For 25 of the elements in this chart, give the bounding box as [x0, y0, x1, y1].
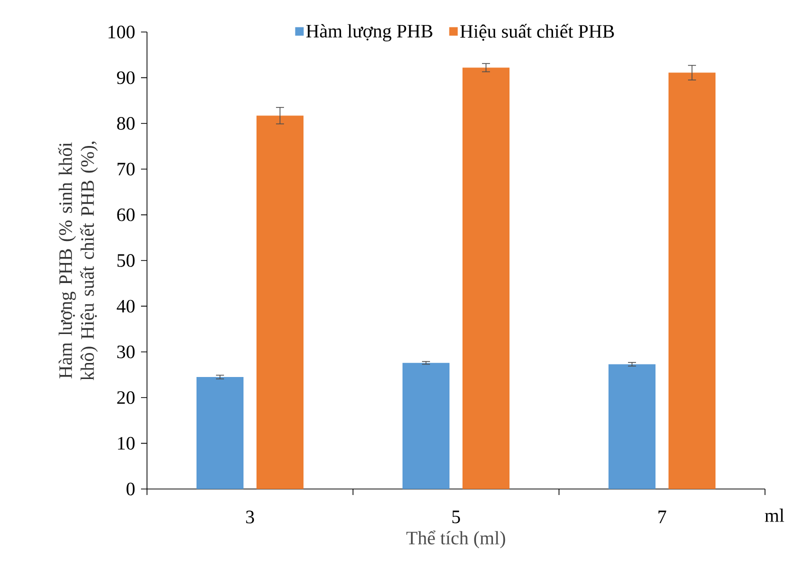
bar — [462, 68, 510, 489]
legend-label: Hàm lượng PHB — [306, 24, 432, 42]
y-tick-label: 90 — [117, 71, 135, 84]
y-tick-label: 80 — [117, 117, 135, 130]
bar — [256, 116, 304, 489]
bar — [668, 72, 716, 489]
y-tick-label: 50 — [117, 254, 135, 267]
legend-label: Hiệu suất chiết PHB — [460, 24, 614, 41]
y-tick-label: 60 — [117, 208, 135, 222]
bar — [608, 364, 656, 489]
x-tick-label: 3 — [246, 510, 254, 524]
y-tick-label: 40 — [116, 300, 135, 313]
y-tick-label: 20 — [117, 391, 135, 404]
bar — [196, 377, 244, 489]
y-axis-title: Hàm lượng PHB (% sinh khối khô) Hiệu suất chiết PHB (%), — [58, 142, 98, 380]
y-tick-label: 70 — [118, 162, 135, 176]
y-tick-label: 100 — [108, 26, 135, 38]
x-tick-label: 5 — [452, 510, 460, 524]
bar — [402, 362, 450, 489]
text: ml — [764, 508, 784, 522]
x-tick-label: 7 — [658, 510, 666, 524]
y-tick-label: 10 — [118, 436, 135, 450]
x-axis-title: Thể tích (ml) — [406, 530, 506, 548]
y-tick-label: 0 — [126, 482, 135, 496]
y-tick-label: 30 — [117, 346, 135, 358]
